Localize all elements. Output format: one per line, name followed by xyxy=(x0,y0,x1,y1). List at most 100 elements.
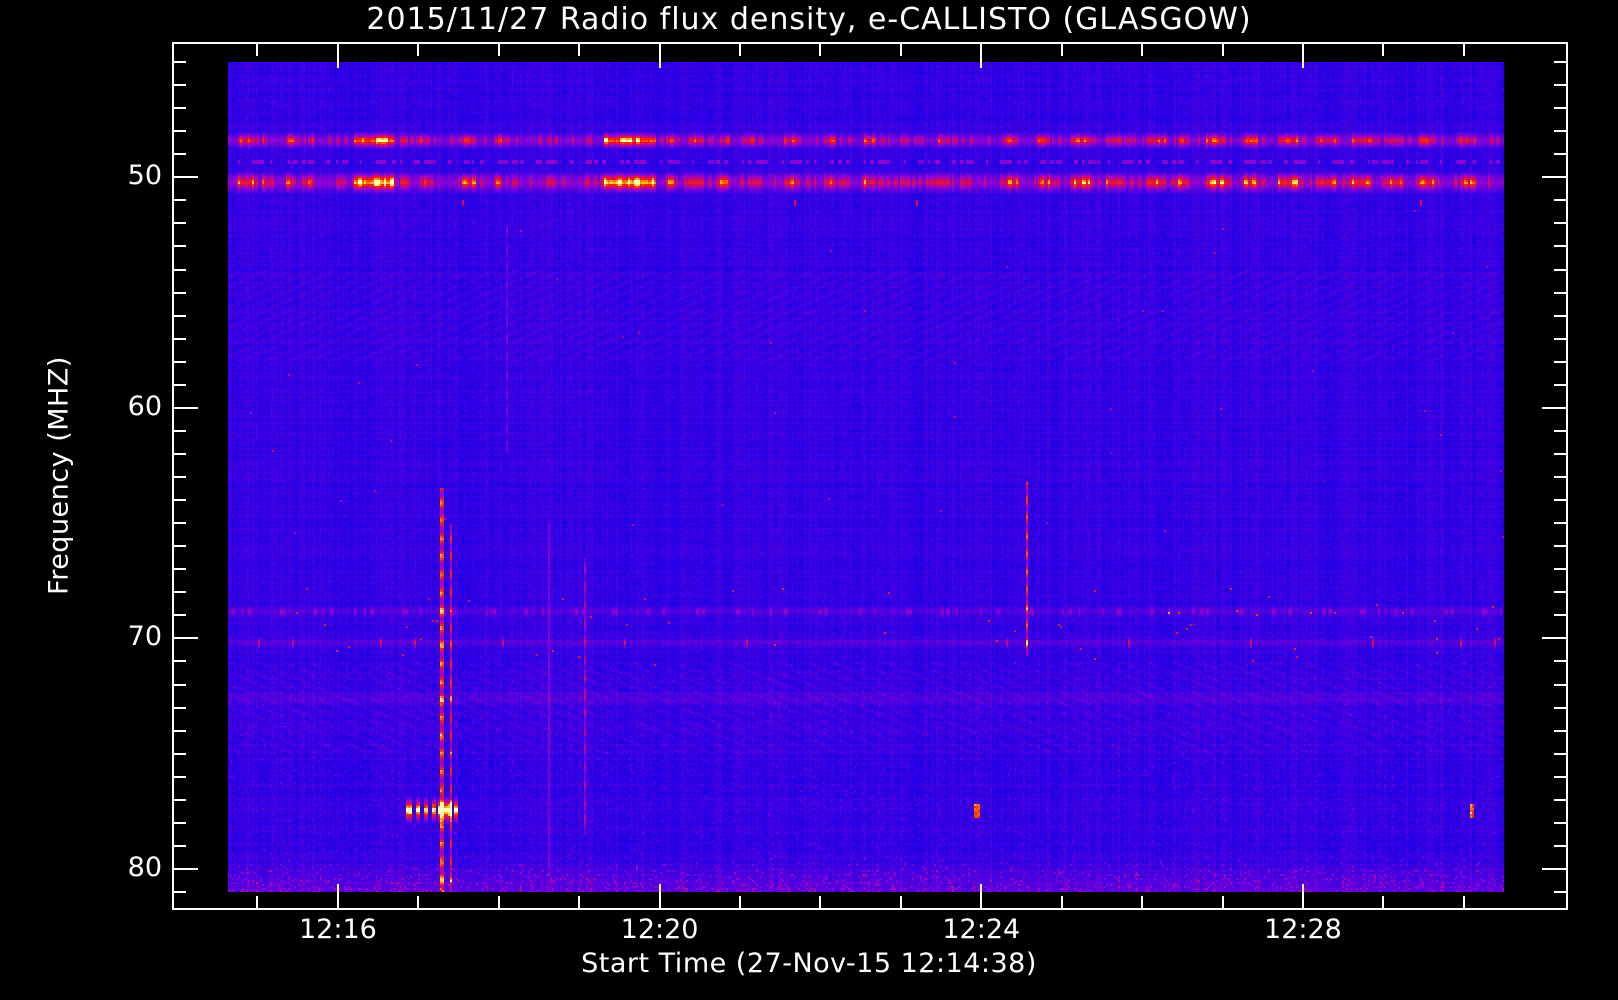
y-tick-right-66 xyxy=(1554,545,1568,548)
spectrogram-image xyxy=(228,62,1504,892)
x-tick-15 xyxy=(256,896,259,910)
y-tick-49 xyxy=(172,153,186,156)
y-axis-title: Frequency (MHZ) xyxy=(43,356,75,595)
x-tick-22 xyxy=(819,896,822,910)
y-tick-53 xyxy=(172,245,186,248)
x-tick-17 xyxy=(417,896,420,910)
x-tick-label-28: 12:28 xyxy=(1264,914,1342,945)
x-tick-top-27 xyxy=(1221,42,1224,56)
y-tick-54 xyxy=(172,268,186,271)
y-tick-74 xyxy=(172,729,186,732)
y-tick-61 xyxy=(172,429,186,432)
y-tick-67 xyxy=(172,568,186,571)
y-tick-right-46 xyxy=(1554,84,1568,87)
y-tick-right-61 xyxy=(1554,429,1568,432)
x-tick-top-17 xyxy=(417,42,420,56)
x-tick-21 xyxy=(739,896,741,910)
y-tick-right-77 xyxy=(1554,798,1568,801)
x-tick-top-26 xyxy=(1141,42,1144,56)
y-tick-right-67 xyxy=(1554,568,1568,571)
y-tick-right-71 xyxy=(1554,660,1568,663)
y-tick-78 xyxy=(172,821,186,824)
y-tick-59 xyxy=(172,383,186,386)
y-tick-65 xyxy=(172,522,186,525)
y-tick-75 xyxy=(172,752,186,755)
y-tick-right-47 xyxy=(1554,107,1568,110)
y-tick-right-59 xyxy=(1554,383,1568,386)
y-tick-46 xyxy=(172,84,186,87)
x-tick-top-29 xyxy=(1382,42,1385,56)
y-tick-51 xyxy=(172,199,186,202)
y-tick-right-65 xyxy=(1554,522,1568,525)
y-tick-right-76 xyxy=(1554,775,1568,778)
x-tick-18 xyxy=(497,896,500,910)
x-tick-27 xyxy=(1221,896,1224,910)
x-tick-top-25 xyxy=(1060,42,1063,56)
y-tick-79 xyxy=(172,844,186,847)
y-tick-64 xyxy=(172,499,186,502)
x-tick-top-24 xyxy=(980,42,983,68)
x-tick-26 xyxy=(1141,896,1144,910)
x-tick-20 xyxy=(658,884,661,910)
y-tick-63 xyxy=(172,476,186,478)
y-tick-76 xyxy=(172,775,186,778)
y-tick-73 xyxy=(172,706,186,709)
y-tick-57 xyxy=(172,337,186,340)
y-tick-60 xyxy=(172,406,198,409)
y-tick-right-74 xyxy=(1554,729,1568,732)
x-tick-19 xyxy=(578,896,581,910)
y-tick-right-48 xyxy=(1554,130,1568,133)
y-tick-56 xyxy=(172,314,186,317)
y-tick-right-60 xyxy=(1542,406,1568,409)
y-tick-72 xyxy=(172,683,186,686)
x-tick-label-16: 12:16 xyxy=(299,914,377,945)
x-tick-top-22 xyxy=(819,42,822,56)
y-tick-right-58 xyxy=(1554,360,1568,363)
y-tick-right-68 xyxy=(1554,591,1568,594)
y-tick-70 xyxy=(172,637,198,640)
x-tick-label-20: 12:20 xyxy=(620,914,699,945)
y-tick-right-64 xyxy=(1554,499,1568,502)
y-tick-48 xyxy=(172,130,186,133)
x-tick-29 xyxy=(1382,896,1385,910)
x-tick-top-20 xyxy=(658,42,661,68)
x-tick-top-19 xyxy=(578,42,581,56)
y-tick-right-55 xyxy=(1554,291,1568,294)
y-tick-right-70 xyxy=(1542,637,1568,640)
y-tick-right-63 xyxy=(1554,476,1568,478)
y-tick-right-78 xyxy=(1554,821,1568,824)
x-tick-top-23 xyxy=(899,42,902,56)
x-tick-label-24: 12:24 xyxy=(942,914,1021,945)
y-tick-55 xyxy=(172,291,186,294)
x-tick-23 xyxy=(899,896,902,910)
x-tick-top-30 xyxy=(1462,42,1465,56)
x-tick-24 xyxy=(980,884,983,910)
x-tick-top-28 xyxy=(1301,42,1304,68)
y-tick-68 xyxy=(172,591,186,594)
y-tick-right-52 xyxy=(1554,222,1568,225)
y-tick-right-75 xyxy=(1554,752,1568,755)
y-tick-right-49 xyxy=(1554,153,1568,156)
x-axis-title: Start Time (27-Nov-15 12:14:38) xyxy=(581,948,1037,979)
y-tick-right-54 xyxy=(1554,268,1568,271)
y-tick-69 xyxy=(172,614,186,617)
x-tick-30 xyxy=(1462,896,1465,910)
y-tick-47 xyxy=(172,107,186,110)
y-tick-58 xyxy=(172,360,186,363)
y-tick-right-80 xyxy=(1542,867,1568,870)
y-tick-50 xyxy=(172,176,198,179)
spectrogram-canvas xyxy=(228,62,1504,892)
y-tick-label-60: 60 xyxy=(127,390,162,422)
x-tick-top-15 xyxy=(256,42,259,56)
y-tick-right-69 xyxy=(1554,614,1568,617)
y-tick-right-51 xyxy=(1554,199,1568,202)
x-tick-25 xyxy=(1060,896,1063,910)
y-tick-66 xyxy=(172,545,186,548)
y-tick-right-56 xyxy=(1554,314,1568,317)
x-tick-top-21 xyxy=(739,42,741,56)
x-tick-top-16 xyxy=(336,42,339,68)
y-tick-71 xyxy=(172,660,186,663)
y-tick-right-72 xyxy=(1554,683,1568,686)
y-tick-52 xyxy=(172,222,186,225)
